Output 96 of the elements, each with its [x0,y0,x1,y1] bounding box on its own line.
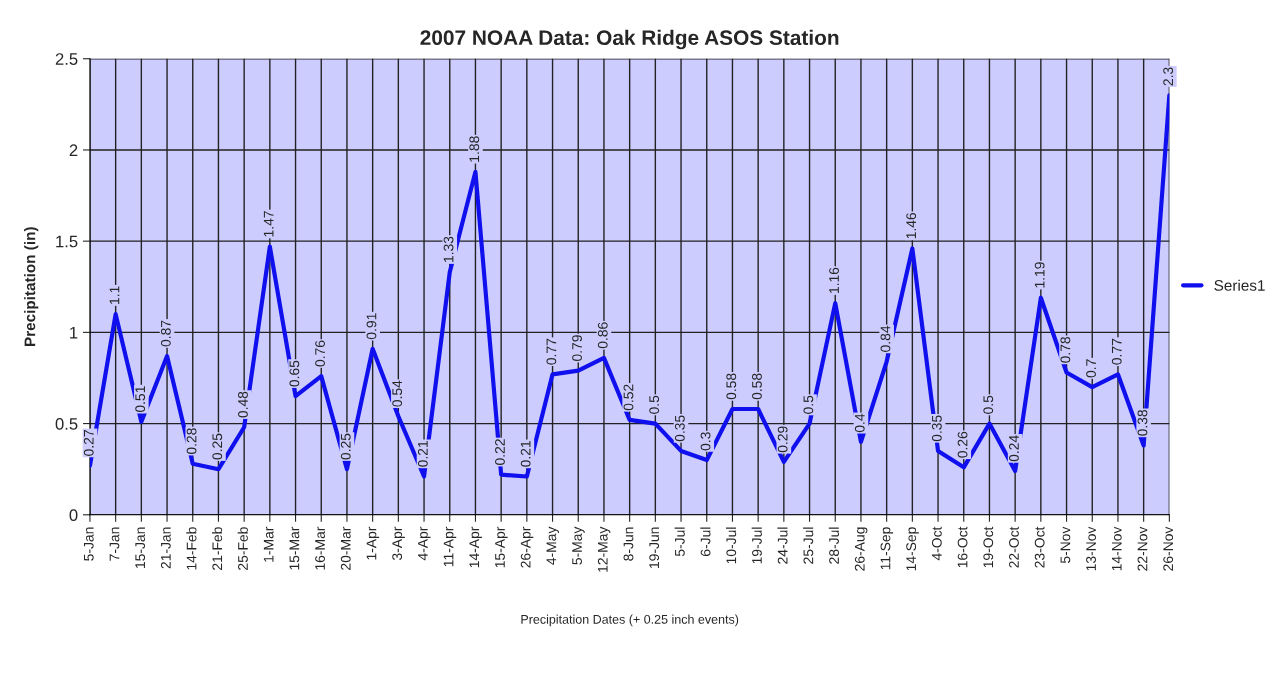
y-tick-label: 1 [70,326,78,339]
data-label: 0.21 [417,441,428,467]
data-label: 0.24 [1009,435,1019,462]
data-label: 0.77 [1111,338,1122,365]
x-tick-label: 8-Jun [623,527,634,561]
x-tick-label: 14-Feb [186,527,197,570]
x-tick-label: 7-Jan [109,527,120,561]
data-label: 0.58 [726,373,737,400]
data-label: 1.46 [906,212,917,239]
data-label: 1.33 [443,236,454,262]
data-label: 0.52 [623,384,634,411]
data-label: 0.25 [212,433,223,460]
data-label: 0.25 [340,433,351,460]
y-tick-label: 0.5 [55,417,78,430]
data-label: 1.47 [263,211,274,237]
x-tick-label: 20-Mar [340,526,351,570]
data-label: 0.79 [572,335,582,362]
x-tick-label: 3-Apr [392,526,405,561]
data-label: 0.29 [777,426,788,453]
legend-label: Series1 [1214,279,1265,291]
x-tick-label: 19-Jun [649,527,660,568]
x-tick-label: 25-Jul [803,527,814,564]
data-label: 0.28 [186,428,197,455]
x-tick-label: 19-Oct [983,526,994,568]
y-tick-label: 2.5 [55,53,78,65]
data-label: 0.35 [931,415,942,442]
data-label: 0.27 [83,430,94,456]
x-tick-label: 14-Apr [469,526,482,568]
x-tick-label: 23-Oct [1034,526,1045,568]
x-tick-label: 5-Jul [674,527,685,557]
data-label: 0.38 [1137,409,1148,436]
chart-title: 2007 NOAA Data: Oak Ridge ASOS Station [420,29,839,50]
x-tick-label: 25-Feb [237,527,248,570]
x-tick-label: 15-Mar [289,526,300,570]
data-label: 0.78 [1060,336,1071,363]
x-tick-label: 22-Nov [1137,526,1148,571]
y-tick-label: 2 [69,144,78,156]
x-tick-label: 19-Jul [751,527,762,564]
x-tick-label: 26-Apr [520,526,534,568]
x-tick-label: 26-Nov [1163,526,1174,571]
x-tick-label: 11-Sep [880,527,894,570]
data-label: 1.1 [109,286,120,304]
data-label: 0.3 [700,432,711,451]
data-label: 0.26 [957,431,968,458]
x-tick-label: 16-Oct [957,526,968,568]
x-tick-label: 22-Oct [1009,526,1019,568]
data-label: 0.35 [674,415,685,442]
data-label: 0.87 [160,320,171,347]
x-tick-label: 4-Oct [931,526,942,561]
x-tick-label: 4-Apr [418,526,431,561]
data-label: 0.22 [495,439,505,465]
data-label: 1.88 [469,136,480,162]
data-label: 0.48 [238,391,248,418]
data-label: 0.77 [546,338,557,365]
data-label: 0.86 [597,322,608,349]
y-tick-label: 0 [69,509,78,521]
x-tick-label: 1-Apr [366,526,380,560]
x-tick-label: 21-Jan [160,527,171,569]
x-tick-label: 13-Nov [1086,526,1096,571]
x-tick-label: 21-Feb [211,527,223,570]
data-label: 0.7 [1086,359,1096,378]
data-label: 2.3 [1163,67,1174,86]
x-axis-title: Precipitation Dates (+ 0.25 inch events) [521,614,739,627]
y-tick-label: 1.5 [56,235,78,248]
data-label: 0.91 [366,313,377,340]
x-tick-label: 6-Jul [700,527,711,556]
data-label: 0.84 [880,325,891,352]
x-tick-label: 1-Mar [263,526,274,562]
x-tick-label: 12-May [597,526,611,572]
y-axis-title: Precipitation (in) [24,227,39,346]
data-label: 0.65 [289,360,300,387]
data-label: 0.76 [315,340,325,367]
x-tick-label: 5-Jan [83,527,94,561]
data-label: 0.54 [392,380,403,407]
data-label: 0.21 [520,441,531,467]
data-label: 0.5 [983,395,994,414]
x-tick-label: 16-Mar [315,526,325,570]
x-tick-label: 15-Jan [135,527,146,568]
x-tick-label: 24-Jul [777,527,788,564]
data-label: 0.51 [135,386,146,413]
x-tick-label: 14-Sep [906,527,919,571]
x-tick-label: 15-Apr [495,526,508,568]
x-tick-label: 28-Jul [828,527,839,564]
x-tick-label: 5-May [572,526,585,565]
data-label: 1.16 [829,267,839,293]
data-label: 0.4 [854,413,865,433]
data-label: 0.5 [649,395,660,414]
x-tick-label: 4-May [546,526,560,565]
x-tick-label: 14-Nov [1111,526,1122,571]
x-tick-label: 10-Jul [725,527,737,564]
x-tick-label: 26-Aug [854,527,868,571]
data-label: 0.58 [752,373,762,400]
data-label: 1.19 [1034,262,1045,288]
x-tick-label: 5-Nov [1060,526,1071,564]
data-label: 0.5 [803,395,814,414]
x-tick-label: 11-Apr [443,526,457,567]
